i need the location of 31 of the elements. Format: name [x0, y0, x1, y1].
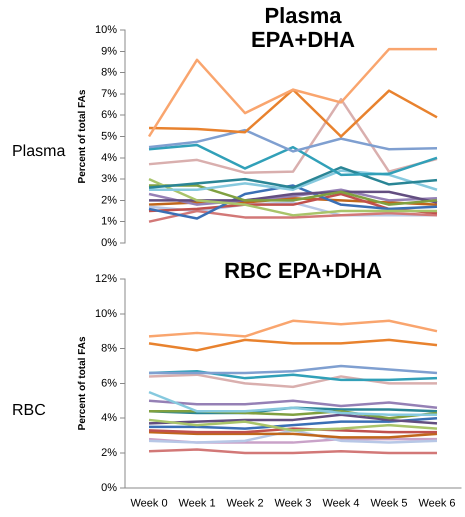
chart-title: RBC EPA+DHA — [224, 258, 382, 284]
y-tick-label: 5% — [101, 130, 118, 143]
y-tick-label: 4% — [101, 412, 118, 424]
y-tick-label: 9% — [101, 45, 118, 58]
y-tick-label: 7% — [101, 88, 118, 100]
x-tick-label: Week 0 — [130, 497, 168, 510]
x-tick-label: Week 2 — [226, 497, 264, 510]
x-tick-label: Week 4 — [322, 497, 360, 510]
y-tick-label: 6% — [101, 109, 118, 122]
y-tick-label: 1% — [101, 216, 118, 228]
y-tick-label: 4% — [101, 152, 118, 164]
text: RBC — [12, 402, 46, 420]
text: Plasma — [12, 142, 66, 161]
chart-title: Plasma EPA+DHA — [250, 3, 356, 52]
y-tick-label: 6% — [101, 377, 118, 390]
y-tick-label: 8% — [101, 66, 118, 79]
y-tick-label: 2% — [101, 194, 118, 206]
y-tick-label: 10% — [94, 24, 118, 36]
x-tick-label: Week 1 — [178, 497, 216, 510]
x-tick-label: Week 5 — [370, 497, 408, 510]
y-axis-title: Percent of total FAs — [76, 89, 88, 184]
y-tick-label: 2% — [101, 447, 118, 460]
x-tick-label: Week 6 — [418, 497, 456, 510]
y-tick-label: 10% — [94, 308, 118, 320]
y-tick-label: 8% — [101, 342, 118, 355]
y-axis-title: Percent of total FAs — [76, 336, 88, 430]
y-tick-label: 3% — [101, 173, 118, 186]
y-tick-label: 12% — [94, 273, 118, 286]
x-tick-label: Week 3 — [274, 497, 312, 510]
y-tick-label: 0% — [101, 482, 118, 494]
y-tick-label: 0% — [101, 237, 118, 250]
